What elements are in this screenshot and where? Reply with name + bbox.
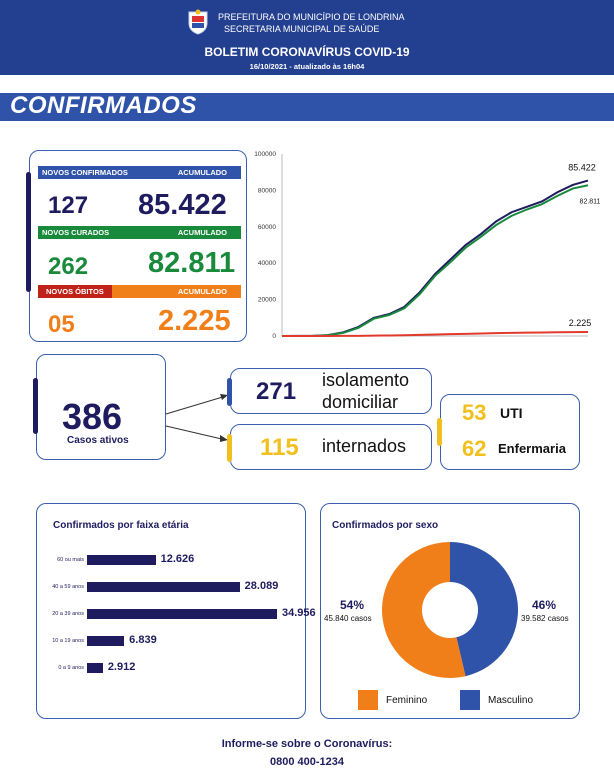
cumulative-line-chart: 0 20000 40000 60000 80000 100000 85.422 82.811 2…	[254, 151, 601, 340]
hosp-count: 115	[260, 434, 299, 461]
age-category-label: 10 a 19 anos	[52, 638, 84, 644]
legend-masc-label: Masculino	[488, 695, 534, 706]
footer-info: Informe-se sobre o Coronavírus:	[221, 738, 393, 750]
y-tick-label: 40000	[258, 260, 276, 267]
active-label: Casos ativos	[67, 435, 129, 446]
active-accent	[33, 378, 38, 434]
age-chart-title: Confirmados por faixa etária	[53, 520, 189, 531]
cured-new-value: 262	[48, 253, 89, 280]
footer-phone[interactable]: 0800 400-1234	[269, 756, 344, 768]
fem-percent: 54%	[340, 598, 365, 612]
section-bar	[0, 93, 614, 121]
home-label-line2: domiciliar	[322, 392, 399, 412]
org-department: SECRETARIA MUNICIPAL DE SAÚDE	[224, 24, 380, 34]
active-count: 386	[62, 396, 123, 437]
masc-count: 39.582 casos	[521, 614, 569, 623]
deaths-acc-label: ACUMULADO	[177, 287, 227, 296]
cured-acc-label: ACUMULADO	[177, 228, 227, 237]
y-tick-label: 80000	[258, 187, 276, 194]
y-tick-label: 0	[272, 333, 276, 340]
home-accent	[227, 378, 232, 406]
sex-chart-title: Confirmados por sexo	[332, 520, 439, 531]
deaths-new-value: 05	[48, 311, 75, 338]
donut-slice-feminino	[382, 542, 466, 678]
masc-percent: 46%	[532, 598, 557, 612]
city-crest-icon	[188, 9, 208, 35]
summary-accent	[26, 172, 31, 292]
age-bar	[87, 663, 103, 673]
sex-chart-card	[320, 503, 580, 719]
age-bar-value: 28.089	[244, 580, 279, 592]
confirmed-total-value: 85.422	[138, 189, 227, 221]
age-bar	[87, 582, 240, 592]
sex-donut-chart	[382, 542, 518, 678]
uti-count: 53	[462, 400, 487, 425]
confirmed-acc-label: ACUMULADO	[177, 168, 227, 177]
hospital-breakdown-card	[440, 394, 580, 470]
arrows	[165, 394, 228, 442]
deaths-label-bar: NOVOS ÓBITOS ACUMULADO	[38, 285, 241, 298]
uti-label: UTI	[500, 405, 523, 421]
age-category-label: 60 ou mais	[57, 557, 84, 563]
donut-slice-masculino	[450, 542, 518, 677]
confirmed-label-bar: NOVOS CONFIRMADOS ACUMULADO	[38, 166, 241, 179]
legend-fem-label: Feminino	[386, 695, 428, 706]
legend-masc-swatch	[460, 690, 480, 710]
ward-label: Enfermaria	[498, 441, 566, 456]
age-category-label: 0 a 9 anos	[58, 665, 84, 671]
cured-total-value: 82.811	[148, 247, 236, 279]
series-line-óbitos	[281, 330, 589, 337]
bulletin-date: 16/10/2021 - atualizado às 16h04	[249, 62, 365, 71]
age-bar-value: 6.839	[129, 634, 157, 646]
confirmed-new-label: NOVOS CONFIRMADOS	[42, 168, 128, 177]
fem-count: 45.840 casos	[324, 614, 372, 623]
section-title: CONFIRMADOS	[10, 92, 197, 119]
breakdown-accent	[437, 418, 442, 446]
age-bar-value: 34.956	[282, 607, 316, 619]
confirmed-new-value: 127	[48, 192, 89, 219]
age-bar-value: 2.912	[107, 661, 136, 673]
ward-count: 62	[462, 436, 487, 461]
hosp-accent	[227, 434, 232, 462]
legend-fem-swatch	[358, 690, 378, 710]
end-label-curados: 82.811	[580, 198, 601, 205]
age-bar	[87, 609, 277, 619]
deaths-new-label: NOVOS ÓBITOS	[38, 285, 112, 298]
hosp-label: internados	[322, 436, 407, 456]
age-bar-value: 12.626	[160, 553, 195, 565]
y-tick-label: 60000	[258, 224, 276, 231]
age-bar	[87, 555, 156, 565]
header-banner	[0, 0, 614, 75]
y-tick-label: 20000	[258, 297, 276, 304]
home-label-line1: isolamento	[322, 370, 410, 390]
home-count: 271	[256, 378, 297, 405]
cured-new-label: NOVOS CURADOS	[42, 228, 110, 237]
cured-label-bar: NOVOS CURADOS ACUMULADO	[38, 226, 241, 239]
age-category-label: 20 a 39 anos	[52, 611, 84, 617]
age-category-label: 40 a 59 anos	[52, 584, 84, 590]
end-label-confirmados: 85.422	[568, 163, 596, 173]
org-name: PREFEITURA DO MUNICÍPIO DE LONDRINA	[218, 12, 405, 22]
bulletin-title: BOLETIM CORONAVÍRUS COVID-19	[204, 45, 410, 59]
age-bar	[87, 636, 125, 646]
end-label-obitos: 2.225	[569, 318, 592, 328]
y-tick-label: 100000	[254, 151, 276, 158]
series-line-curados	[281, 184, 589, 337]
age-bar-chart: 60 ou mais 12.626 40 a 59 anos 28.089 20 a 3…	[36, 553, 316, 690]
deaths-total-value: 2.225	[158, 305, 231, 337]
